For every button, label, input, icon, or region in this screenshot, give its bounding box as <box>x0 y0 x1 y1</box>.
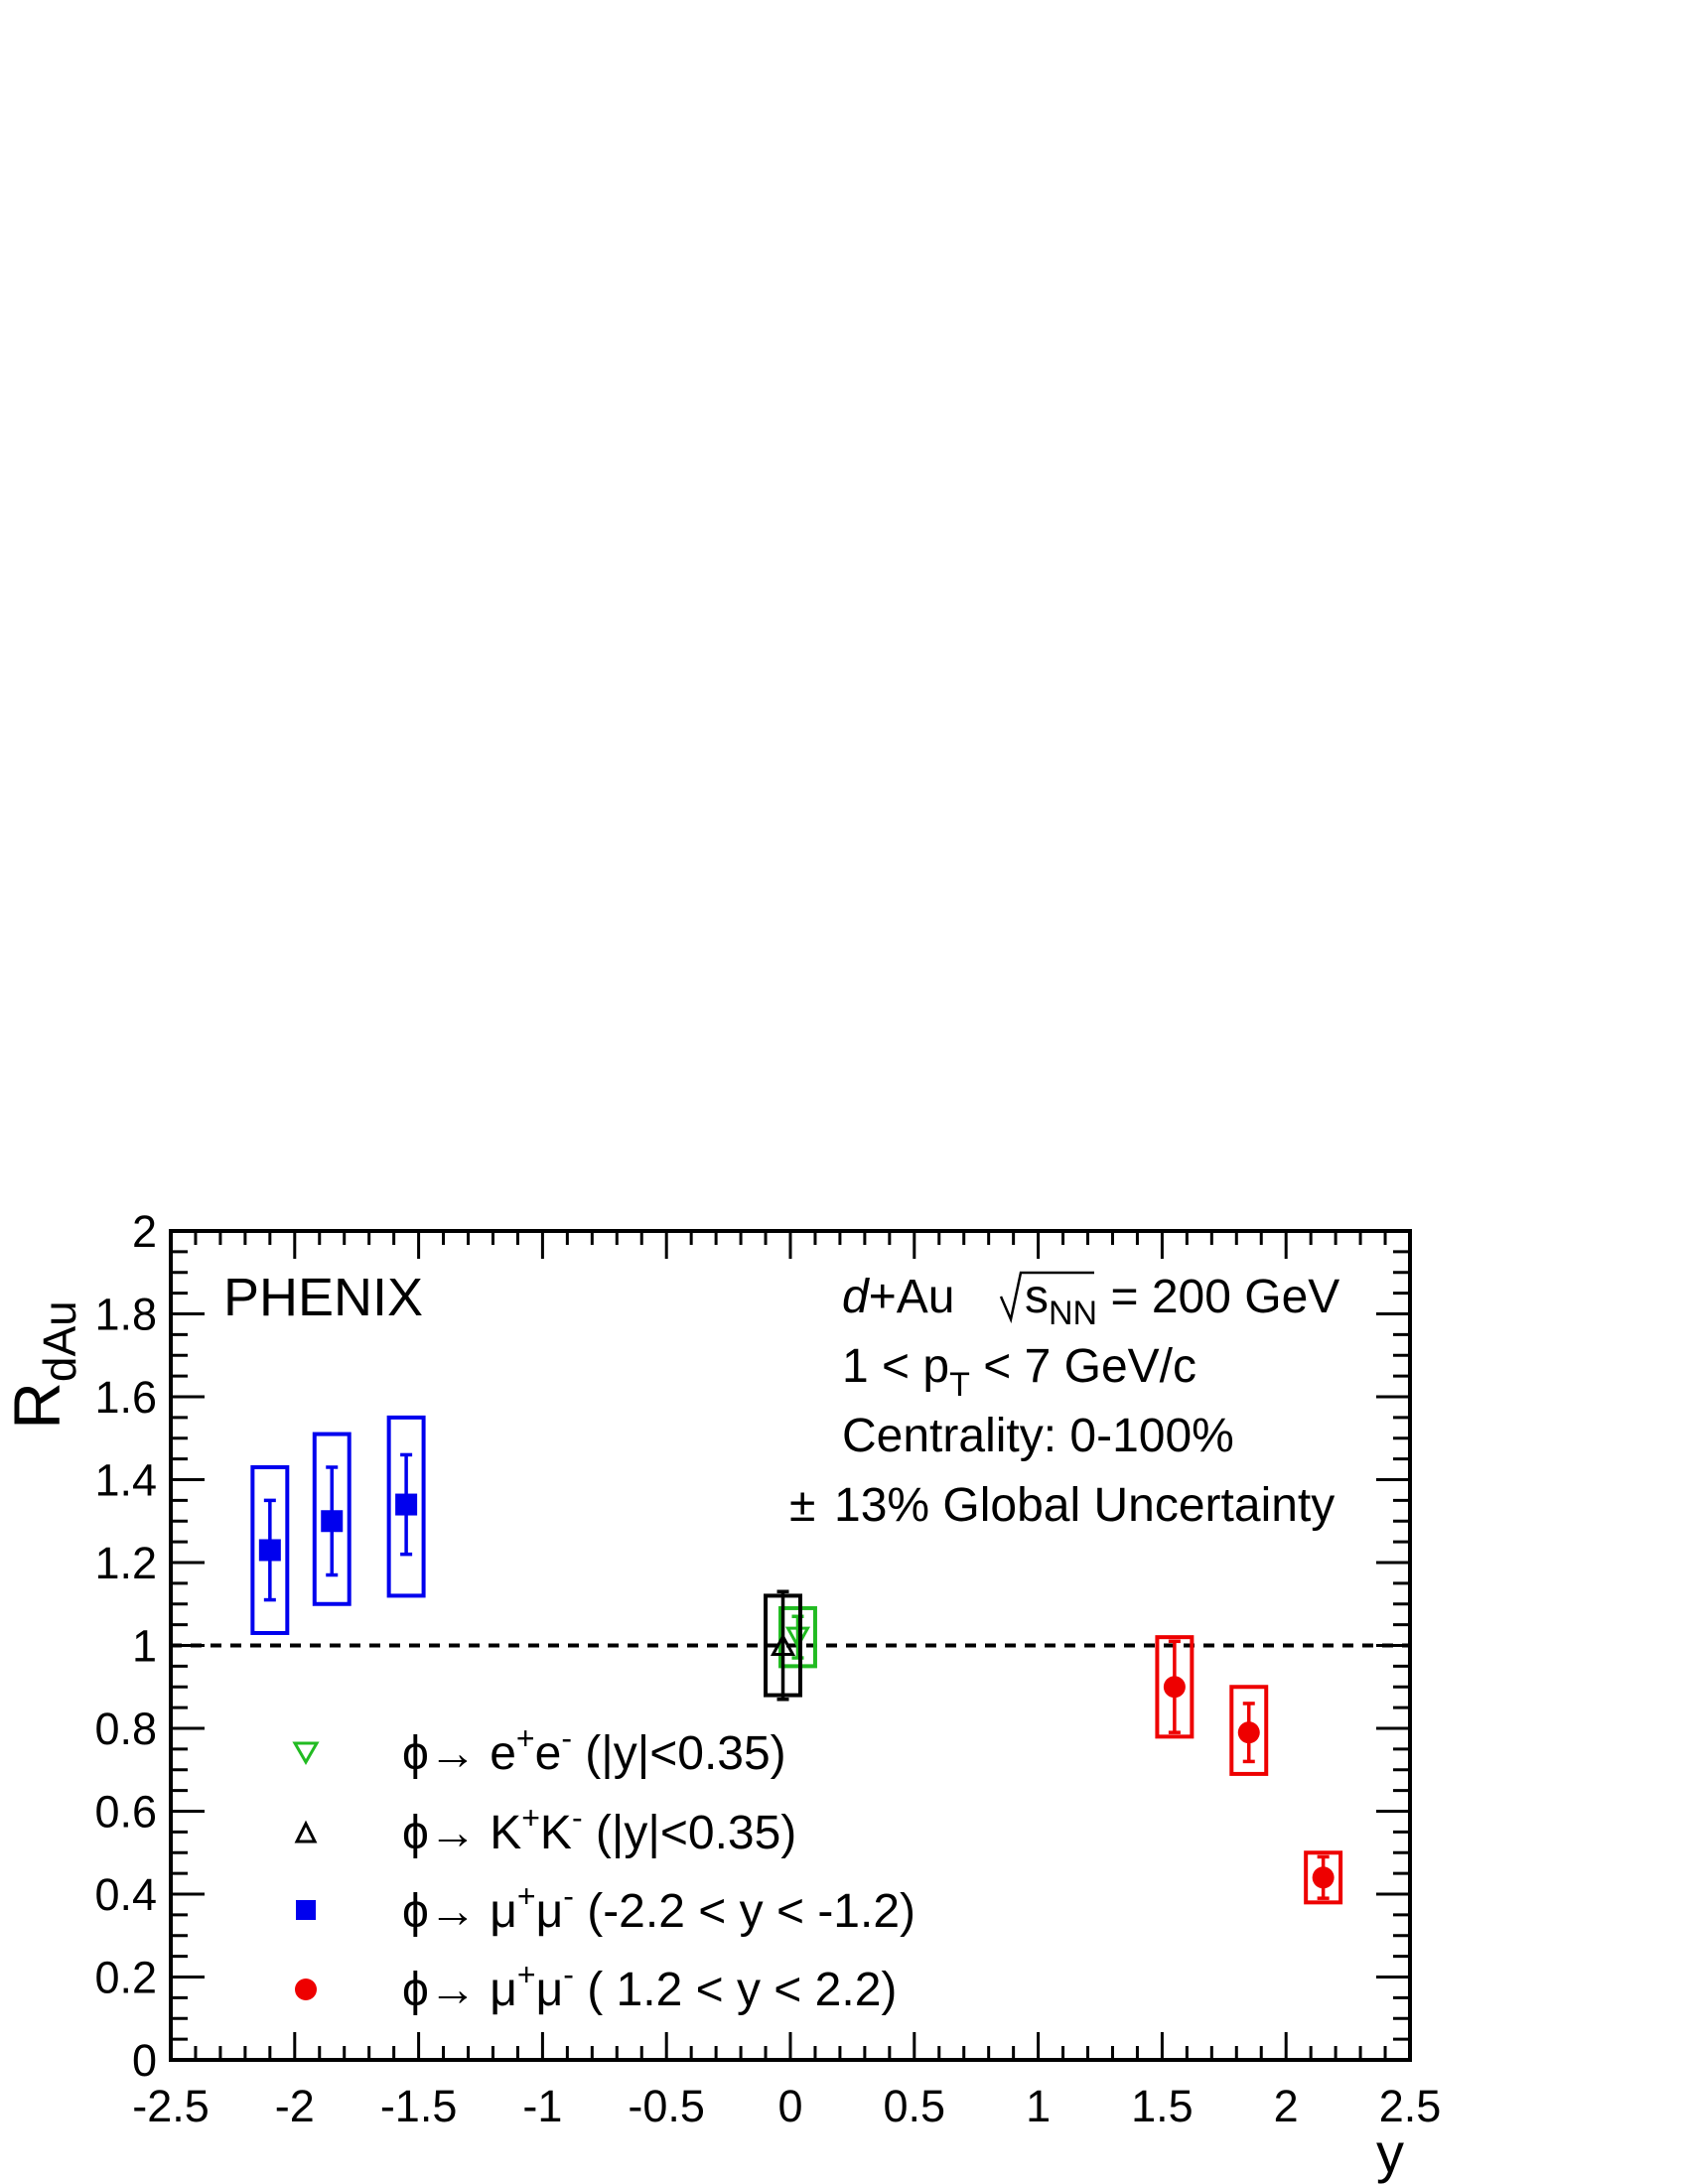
x-tick-labels: -2.5 -2 -1.5 -1 -0.5 0 0.5 1 1.5 2 2.5 <box>132 2081 1441 2131</box>
x-tick-label: -2 <box>275 2081 315 2131</box>
energy-label: sNN = 200 GeV <box>1025 1271 1339 1332</box>
legend-marker-ee <box>292 1741 320 1765</box>
y-tick-label: 2 <box>132 1206 157 1257</box>
legend-entry-ee: ϕ→ e+e- (|y|<0.35) <box>402 1720 786 1780</box>
legend-entry-kk: ϕ→ K+K- (|y|<0.35) <box>402 1800 796 1859</box>
x-tick-label: 1.5 <box>1131 2081 1194 2131</box>
data-point <box>386 1415 426 1598</box>
marker-square <box>258 1539 281 1562</box>
x-tick-label: 0 <box>777 2081 802 2131</box>
axis-ticks <box>169 1229 1412 2062</box>
centrality-label: Centrality: 0-100% <box>842 1410 1234 1462</box>
y-tick-label: 0.6 <box>94 1787 157 1838</box>
marker-circle <box>1312 1866 1335 1889</box>
x-tick-label: 1 <box>1026 2081 1051 2131</box>
global-uncertainty-pm: ± <box>789 1479 815 1532</box>
y-tick-label: 0.2 <box>94 1953 157 2003</box>
marker-triangle-down <box>784 1626 811 1650</box>
y-tick-label: 1 <box>132 1621 157 1672</box>
y-tick-label: 0 <box>132 2035 157 2086</box>
y-tick-label: 1.2 <box>94 1538 157 1588</box>
systematic-uncertainty-box <box>1229 1685 1269 1776</box>
x-tick-label: -2.5 <box>132 2081 210 2131</box>
y-tick-label: 0.8 <box>94 1704 157 1754</box>
global-uncertainty-label: 13% Global Uncertainty <box>834 1479 1335 1532</box>
marker-square <box>395 1493 418 1516</box>
marker-circle <box>1237 1721 1260 1744</box>
legend-marker-mumu-backward <box>296 1900 316 1920</box>
x-tick-label: 0.5 <box>884 2081 946 2131</box>
data-point <box>1155 1635 1195 1739</box>
legend-marker-mumu-forward <box>295 1979 317 2000</box>
systematic-uncertainty-box <box>1155 1635 1195 1739</box>
x-axis-title: y <box>1376 2121 1404 2184</box>
y-tick-label: 1.6 <box>94 1372 157 1423</box>
y-tick-labels: 0 0.2 0.4 0.6 0.8 1 1.2 1.4 1.6 1.8 2 <box>94 1206 157 2086</box>
marker-circle <box>1163 1676 1186 1699</box>
systematic-uncertainty-box <box>250 1464 290 1635</box>
data-marks <box>250 1415 1343 1905</box>
x-tick-label: 2 <box>1274 2081 1299 2131</box>
data-point <box>764 1589 802 1702</box>
y-tick-label: 1.4 <box>94 1455 157 1506</box>
data-point <box>1304 1850 1343 1905</box>
marker-square <box>321 1510 344 1533</box>
marker-triangle-up <box>770 1633 796 1656</box>
y-tick-label: 1.8 <box>94 1290 157 1340</box>
collision-system-label: d+Au <box>842 1271 954 1323</box>
x-tick-label: -0.5 <box>628 2081 705 2131</box>
x-tick-label: 2.5 <box>1379 2081 1442 2131</box>
data-point <box>312 1432 352 1606</box>
legend-entry-mumu-backward: ϕ→ μ+μ- (-2.2 < y < -1.2) <box>402 1878 915 1938</box>
x-tick-label: -1 <box>522 2081 562 2131</box>
x-tick-label: -1.5 <box>380 2081 458 2131</box>
systematic-uncertainty-box <box>312 1432 352 1606</box>
legend-marker-kk <box>294 1820 318 1843</box>
pt-range-label: 1 < pT < 7 GeV/c <box>842 1340 1196 1404</box>
systematic-uncertainty-box <box>778 1605 817 1669</box>
legend: ϕ→ e+e- (|y|<0.35) ϕ→ K+K- (|y|<0.35) ϕ→… <box>292 1720 915 2016</box>
experiment-label: PHENIX <box>223 1268 423 1327</box>
data-point <box>250 1464 290 1635</box>
data-point <box>1229 1685 1269 1776</box>
systematic-uncertainty-box <box>386 1415 426 1598</box>
systematic-uncertainty-box <box>1304 1850 1343 1905</box>
sqrt-symbol <box>999 1271 1094 1324</box>
data-point <box>778 1605 817 1669</box>
y-axis-title: RdAu <box>0 1300 85 1430</box>
y-tick-label: 0.4 <box>94 1869 157 1920</box>
legend-entry-mumu-forward: ϕ→ μ+μ- ( 1.2 < y < 2.2) <box>402 1957 897 2016</box>
